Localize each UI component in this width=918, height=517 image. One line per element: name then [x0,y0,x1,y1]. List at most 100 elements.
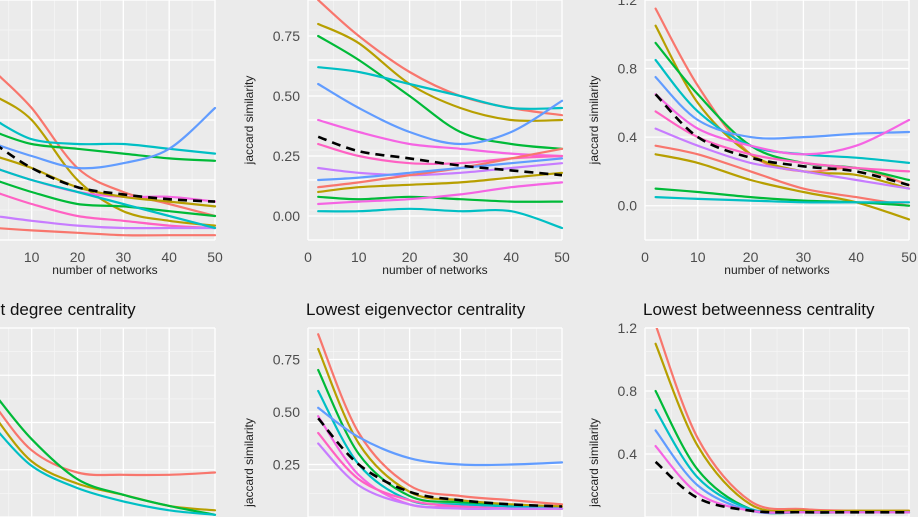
panel-5: 0.25 0.50 0.75 jaccard similarity Lowest eig… [242,300,564,517]
series-line [654,144,911,207]
series-line [0,215,217,230]
panel-3: 0.0 0.4 0.8 1.2 0 10 20 30 40 50 number of network… [587,0,917,277]
series-line [317,22,564,122]
panel-2: 0.00 0.25 0.50 0.75 0 10 20 30 40 50 number of net… [242,0,570,277]
y-tick-label: 0.75 [273,352,300,368]
series-line [0,192,217,230]
y-tick-label: 0.4 [618,446,638,462]
series-line [0,132,217,162]
panel-6: 0.4 0.8 1.2 jaccard similarity Lowest betwee… [587,300,911,517]
x-tick-label: 40 [161,249,177,265]
panel-title: Lowest betweenness centrality [643,300,875,319]
series-line [654,445,911,514]
x-axis-label: number of networks [724,263,829,277]
gridlines [644,327,910,517]
gridlines [0,327,216,517]
y-axis-label: jaccard similarity [242,418,256,508]
series-line [317,162,564,177]
series-line [317,157,564,182]
y-tick-label: 0.25 [273,457,300,473]
x-axis-label: number of networks [382,263,487,277]
series-line [317,406,564,467]
series-line [654,24,911,190]
y-tick-label: 0.4 [618,129,638,145]
series-line [317,347,564,508]
y-tick-label: 0.8 [618,61,638,77]
x-tick-label: 50 [207,249,223,265]
series-line [317,368,564,510]
x-tick-label: 30 [453,249,469,265]
y-tick-label: 0.50 [273,404,300,420]
x-tick-label: 50 [554,249,570,265]
series-line [654,93,911,156]
panel-title: st degree centrality [0,300,136,319]
series-line [0,168,217,230]
series-line [317,181,564,206]
y-tick-label: 0.0 [618,198,638,214]
x-tick-label: 50 [901,249,917,265]
y-tick-label: 1.2 [618,0,638,8]
x-tick-label: 20 [70,249,86,265]
series-line [654,196,911,204]
y-tick-label: 0.50 [273,88,300,104]
x-tick-label: 10 [351,249,367,265]
y-tick-label: 1.2 [618,320,638,336]
y-tick-label: 0.00 [273,208,300,224]
x-axis-label: number of networks [52,263,157,277]
y-axis-label: jaccard similarity [242,76,256,166]
x-tick-label: 40 [848,249,864,265]
series-line [317,147,564,189]
series-line [317,207,564,230]
x-tick-label: 0 [641,249,649,265]
series-group [317,333,564,511]
y-axis-label: jaccard similarity [587,76,601,166]
y-tick-label: 0.8 [618,383,638,399]
x-tick-label: 20 [402,249,418,265]
series-line [0,121,217,155]
mean-line [654,460,909,514]
y-tick-label: 0.25 [273,148,300,164]
series-line [654,153,911,221]
gridlines [644,0,910,241]
x-tick-label: 30 [796,249,812,265]
x-tick-label: 20 [743,249,759,265]
series-line [317,171,564,194]
series-line [0,156,217,208]
x-tick-label: 40 [503,249,519,265]
series-line [0,106,217,170]
series-group [317,0,564,230]
panel-1: 10 20 30 40 50 number of networks [0,0,223,277]
series-line [654,76,911,140]
series-line [317,118,564,158]
gridlines [307,327,563,517]
series-line [654,127,911,190]
series-line [317,82,564,146]
series-group [0,75,217,237]
x-tick-label: 0 [304,249,312,265]
series-group [654,328,911,515]
series-line [0,399,217,516]
series-line [0,410,217,477]
mean-line [654,93,910,187]
mean-line [317,417,563,508]
series-line [654,110,911,173]
series-line [654,342,911,513]
series-line [654,58,911,164]
gridlines [307,0,563,241]
panel-title: Lowest eigenvector centrality [306,300,526,319]
panel-4: st degree centrality [0,300,217,517]
series-line [0,227,217,237]
series-line [317,66,564,110]
series-line [0,180,217,218]
series-group [0,399,217,516]
series-line [317,442,564,511]
series-line [317,34,564,150]
x-tick-label: 30 [116,249,132,265]
mean-line [317,135,563,177]
y-tick-label: 0.75 [273,28,300,44]
y-axis-label: jaccard similarity [587,418,601,508]
series-line [0,75,217,218]
x-tick-label: 10 [690,249,706,265]
series-line [654,408,911,514]
